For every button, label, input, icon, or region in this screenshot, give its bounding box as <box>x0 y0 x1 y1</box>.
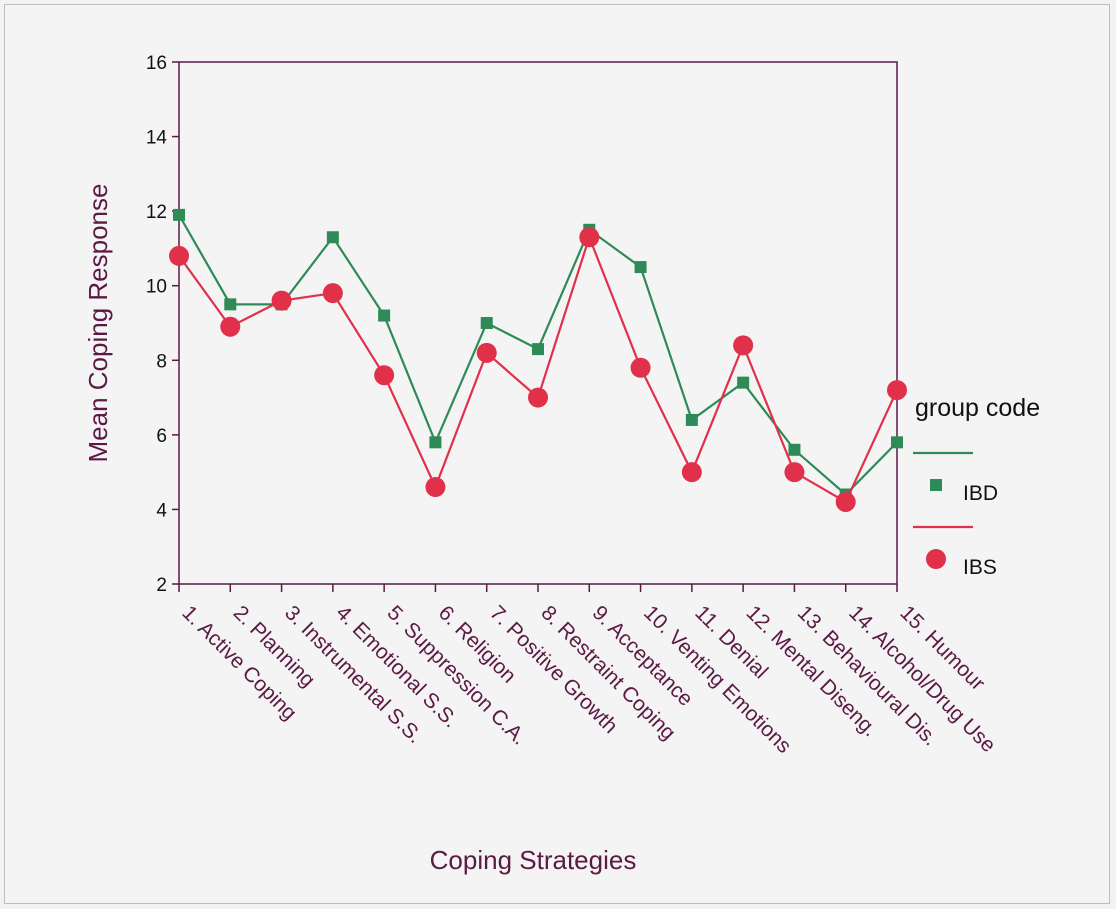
data-point <box>634 261 647 274</box>
data-point <box>630 357 651 378</box>
legend-marker <box>930 479 942 491</box>
legend-item-ibs: IBS <box>913 525 997 579</box>
legend: group code IBD IBS <box>913 394 1040 579</box>
data-point <box>326 231 339 244</box>
series-layer <box>169 208 907 512</box>
y-tick-label: 8 <box>156 351 167 372</box>
y-axis: 2 4 6 8 10 12 14 16 <box>146 53 179 596</box>
y-tick-label: 12 <box>146 202 167 223</box>
data-point <box>887 380 907 401</box>
data-point <box>173 208 185 221</box>
y-tick-label: 2 <box>156 575 167 596</box>
plot-area <box>178 61 898 585</box>
legend-title: group code <box>915 394 1040 422</box>
data-point <box>374 365 395 386</box>
data-point <box>528 387 548 408</box>
series-ibs <box>169 227 907 512</box>
data-point <box>733 335 754 356</box>
y-tick-label: 16 <box>146 53 167 74</box>
data-point <box>681 462 702 483</box>
legend-marker <box>926 549 946 569</box>
y-tick-label: 4 <box>156 500 167 521</box>
data-point <box>476 342 497 363</box>
data-point <box>784 462 805 483</box>
data-point <box>891 436 903 449</box>
data-point <box>579 227 600 248</box>
data-point <box>737 376 750 389</box>
data-point <box>788 443 801 456</box>
data-point <box>224 298 237 311</box>
data-point <box>480 317 493 329</box>
series-ibd <box>173 208 903 501</box>
y-tick-label: 6 <box>156 426 167 447</box>
data-point <box>429 436 442 449</box>
data-point <box>532 343 544 356</box>
series-line <box>178 233 898 504</box>
legend-label: IBS <box>963 556 997 579</box>
y-tick-label: 10 <box>146 277 167 298</box>
y-tick-label: 14 <box>146 128 168 149</box>
data-point <box>835 491 856 512</box>
data-point <box>378 309 391 322</box>
x-axis-title: Coping Strategies <box>430 845 637 875</box>
y-axis-title: Mean Coping Response <box>83 184 113 463</box>
data-point <box>169 245 189 266</box>
data-point <box>220 316 241 337</box>
data-point <box>271 290 292 311</box>
chart-frame: 2 4 6 8 10 12 14 16 1. Active Coping 2. Planning… <box>4 4 1110 904</box>
data-point <box>685 413 698 426</box>
data-point <box>322 283 343 304</box>
data-point <box>425 477 446 498</box>
legend-label: IBD <box>963 482 998 505</box>
legend-item-ibd: IBD <box>913 451 998 505</box>
